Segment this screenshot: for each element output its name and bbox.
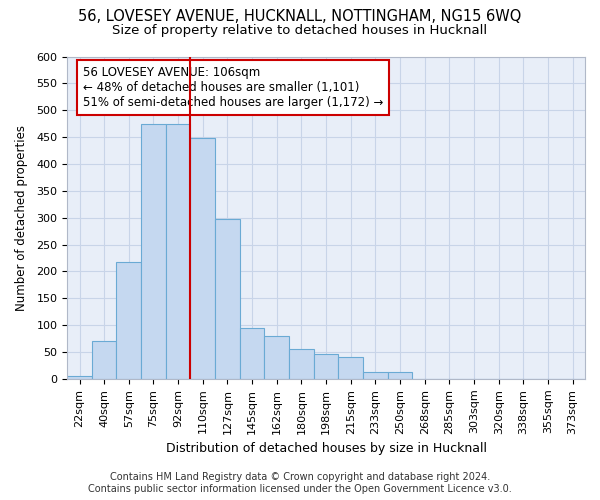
Bar xyxy=(190,138,215,379)
Text: 56 LOVESEY AVENUE: 106sqm
← 48% of detached houses are smaller (1,101)
51% of se: 56 LOVESEY AVENUE: 106sqm ← 48% of detac… xyxy=(83,66,383,109)
Text: 56, LOVESEY AVENUE, HUCKNALL, NOTTINGHAM, NG15 6WQ: 56, LOVESEY AVENUE, HUCKNALL, NOTTINGHAM… xyxy=(79,9,521,24)
Text: Contains HM Land Registry data © Crown copyright and database right 2024.
Contai: Contains HM Land Registry data © Crown c… xyxy=(88,472,512,494)
Bar xyxy=(388,372,412,379)
Bar xyxy=(289,350,314,379)
Text: Size of property relative to detached houses in Hucknall: Size of property relative to detached ho… xyxy=(112,24,488,37)
Bar xyxy=(215,220,240,379)
Bar xyxy=(363,372,388,379)
Bar xyxy=(141,124,166,379)
Bar xyxy=(314,354,338,379)
Bar xyxy=(265,336,289,379)
Y-axis label: Number of detached properties: Number of detached properties xyxy=(15,124,28,310)
Bar xyxy=(92,342,116,379)
Bar xyxy=(166,124,190,379)
Bar xyxy=(67,376,92,379)
Bar xyxy=(338,357,363,379)
Bar xyxy=(240,328,265,379)
Bar xyxy=(116,262,141,379)
X-axis label: Distribution of detached houses by size in Hucknall: Distribution of detached houses by size … xyxy=(166,442,487,455)
